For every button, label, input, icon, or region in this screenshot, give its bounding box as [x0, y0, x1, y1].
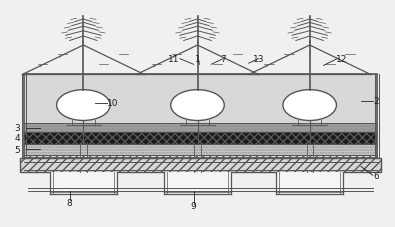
- Bar: [50, 173, 117, 194]
- Text: 1: 1: [195, 55, 200, 64]
- Text: 3: 3: [14, 124, 20, 133]
- Bar: [24, 144, 376, 155]
- Bar: [24, 144, 376, 155]
- Text: 11: 11: [168, 55, 180, 64]
- Bar: [24, 124, 376, 133]
- Circle shape: [171, 90, 224, 121]
- Bar: [24, 133, 376, 144]
- Text: 4: 4: [14, 134, 20, 143]
- Bar: [24, 133, 376, 144]
- Bar: [24, 159, 376, 170]
- Bar: [276, 173, 343, 194]
- Text: 12: 12: [335, 55, 347, 64]
- Text: 7: 7: [220, 55, 226, 64]
- Bar: [24, 124, 376, 133]
- Bar: [24, 75, 376, 124]
- Bar: [21, 159, 380, 173]
- Bar: [24, 155, 376, 162]
- Text: 5: 5: [14, 145, 20, 154]
- Circle shape: [56, 90, 110, 121]
- Text: 10: 10: [107, 99, 118, 108]
- Text: 13: 13: [253, 55, 264, 64]
- Bar: [24, 162, 376, 170]
- Circle shape: [283, 90, 337, 121]
- Text: 8: 8: [67, 198, 72, 207]
- Bar: [24, 162, 376, 170]
- Bar: [24, 75, 376, 159]
- Text: 9: 9: [191, 202, 196, 210]
- Bar: [24, 155, 376, 162]
- Bar: [164, 173, 231, 194]
- Text: 6: 6: [374, 171, 380, 180]
- Text: 2: 2: [374, 97, 380, 106]
